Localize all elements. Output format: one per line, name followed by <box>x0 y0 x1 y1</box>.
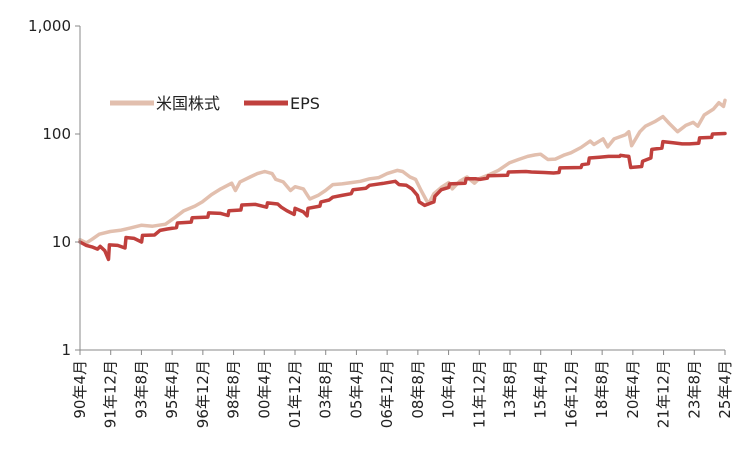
series-line-us-stocks <box>78 98 727 245</box>
x-tick-label: 03年8月 <box>317 360 335 419</box>
x-tick-label: 10年4月 <box>440 360 458 419</box>
x-tick-label: 91年12月 <box>102 360 120 428</box>
x-tick-label: 25年4月 <box>716 360 734 419</box>
x-tick-label: 98年8月 <box>225 360 243 419</box>
series-layer <box>78 98 727 262</box>
series-line-eps <box>78 131 727 262</box>
x-tick-label: 00年4月 <box>255 360 273 419</box>
y-axis-ticks: 1 10 100 1,000 <box>28 17 80 359</box>
x-tick-label: 08年8月 <box>409 360 427 419</box>
y-tick-label: 1 <box>61 341 71 359</box>
x-tick-label: 96年12月 <box>194 360 212 428</box>
x-tick-label: 15年4月 <box>532 360 550 419</box>
x-tick-label: 90年4月 <box>71 360 89 419</box>
y-tick-label: 10 <box>52 233 71 251</box>
x-axis-ticks: 90年4月 91年12月 93年8月 95年4月 96年12月 98年8月 00年4月 01年… <box>71 350 734 428</box>
x-tick-label: 18年8月 <box>593 360 611 419</box>
x-tick-label: 93年8月 <box>132 360 150 419</box>
x-tick-label: 11年12月 <box>470 360 488 428</box>
x-tick-label: 95年4月 <box>163 360 181 419</box>
x-tick-label: 01年12月 <box>286 360 304 428</box>
legend-label-us-stocks: 米国株式 <box>156 94 220 113</box>
y-tick-label: 1,000 <box>28 17 71 35</box>
x-tick-label: 16年12月 <box>562 360 580 428</box>
x-tick-label: 23年8月 <box>685 360 703 419</box>
x-tick-label: 05年4月 <box>347 360 365 419</box>
legend: 米国株式 EPS <box>110 94 320 113</box>
x-tick-label: 21年12月 <box>655 360 673 428</box>
x-tick-label: 20年4月 <box>624 360 642 419</box>
x-tick-label: 13年8月 <box>501 360 519 419</box>
legend-label-eps: EPS <box>290 94 320 113</box>
y-tick-label: 100 <box>42 125 71 143</box>
x-tick-label: 06年12月 <box>378 360 396 428</box>
